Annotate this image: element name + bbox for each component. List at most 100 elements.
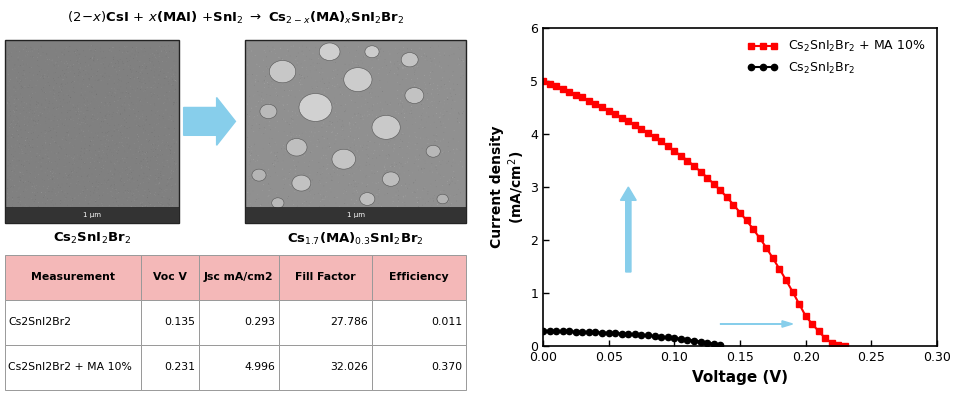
Point: [431, 142, 447, 148]
Point: [51, 63, 66, 69]
Point: [240, 189, 256, 195]
Point: [76, 67, 91, 74]
Point: [10, 128, 25, 134]
Point: [20, 52, 36, 58]
Point: [107, 65, 122, 71]
Point: [256, 181, 271, 187]
Point: [276, 86, 291, 92]
Point: [6, 64, 21, 70]
Point: [146, 85, 161, 91]
Point: [7, 155, 22, 162]
Point: [138, 128, 154, 134]
Point: [333, 116, 348, 123]
Point: [105, 63, 120, 69]
Point: [452, 55, 467, 61]
Text: Fill Factor: Fill Factor: [295, 272, 356, 282]
Point: [2, 144, 17, 151]
Point: [415, 125, 431, 131]
Point: [333, 128, 348, 134]
Point: [356, 142, 371, 148]
Point: [280, 148, 295, 154]
Point: [53, 184, 68, 190]
Point: [163, 174, 179, 180]
Point: [419, 144, 434, 151]
Point: [427, 132, 442, 139]
Point: [392, 165, 407, 171]
Point: [393, 161, 408, 167]
Text: 0.135: 0.135: [163, 317, 195, 328]
Point: [112, 129, 128, 136]
Point: [60, 160, 75, 167]
Point: [50, 154, 65, 160]
Point: [128, 216, 143, 222]
Point: [14, 208, 30, 214]
Point: [329, 113, 344, 120]
Point: [451, 110, 466, 116]
Point: [10, 71, 25, 78]
Point: [50, 113, 65, 119]
Point: [62, 43, 78, 50]
Point: [29, 182, 44, 189]
Point: [148, 142, 163, 148]
Point: [132, 149, 147, 155]
Point: [44, 57, 60, 63]
Point: [137, 48, 153, 55]
Point: [63, 168, 79, 175]
Point: [359, 132, 375, 138]
Point: [80, 148, 95, 154]
Point: [390, 58, 406, 64]
Point: [7, 113, 22, 119]
Point: [259, 99, 275, 105]
Point: [342, 117, 357, 123]
Point: [12, 107, 28, 113]
Point: [118, 159, 134, 166]
Point: [349, 212, 364, 218]
Point: [270, 172, 285, 178]
Point: [15, 61, 31, 67]
Point: [426, 197, 441, 203]
Point: [148, 79, 163, 85]
Point: [41, 74, 57, 80]
Point: [59, 74, 74, 80]
Point: [83, 159, 98, 166]
Point: [52, 58, 67, 64]
Point: [111, 94, 127, 101]
Point: [57, 123, 72, 129]
Point: [97, 100, 112, 106]
Point: [87, 94, 103, 100]
Point: [95, 147, 111, 154]
Point: [252, 154, 267, 160]
Point: [79, 146, 94, 153]
Point: [27, 184, 42, 190]
Point: [58, 196, 73, 202]
Point: [424, 58, 439, 64]
Point: [148, 193, 163, 199]
Point: [340, 70, 356, 77]
Point: [351, 211, 366, 217]
Point: [373, 53, 388, 59]
Point: [318, 133, 333, 140]
Point: [108, 195, 123, 202]
Point: [11, 47, 26, 53]
Point: [89, 158, 105, 164]
Point: [86, 158, 102, 165]
Point: [259, 92, 275, 98]
Point: [308, 143, 324, 149]
Point: [357, 200, 373, 206]
Point: [8, 172, 23, 178]
Point: [397, 114, 412, 121]
Point: [364, 129, 380, 135]
Point: [275, 82, 290, 89]
Point: [252, 125, 267, 132]
Point: [320, 103, 335, 109]
Point: [365, 155, 381, 162]
Point: [363, 150, 379, 156]
Point: [165, 49, 181, 55]
Point: [239, 62, 255, 68]
Point: [20, 147, 36, 153]
Point: [39, 212, 55, 218]
Point: [59, 85, 74, 92]
Point: [62, 121, 78, 127]
Point: [274, 146, 289, 152]
Point: [87, 210, 103, 216]
